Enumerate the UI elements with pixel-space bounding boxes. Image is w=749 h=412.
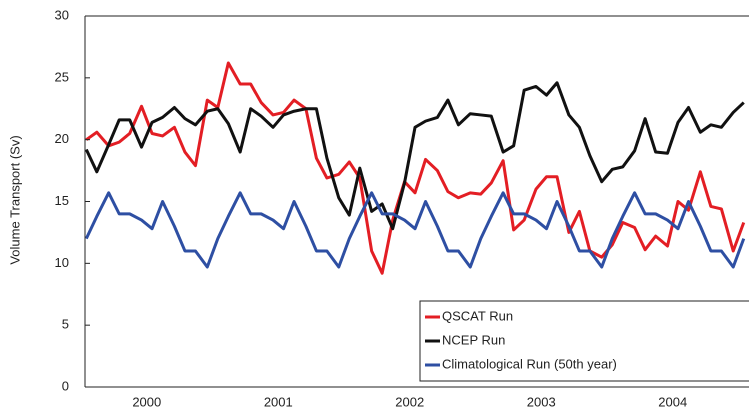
y-tick-label: 5 [62,317,69,332]
y-tick-label: 0 [62,378,69,393]
x-tick-label: 2001 [264,394,293,409]
y-tick-label: 25 [55,69,69,84]
x-tick-label: 2000 [132,394,161,409]
y-tick-label: 30 [55,7,69,22]
y-tick-label: 15 [55,193,69,208]
y-tick-label: 20 [55,131,69,146]
y-axis-label: Volume Transport (Sv) [7,135,22,264]
x-tick-label: 2004 [658,394,687,409]
legend-label: NCEP Run [442,332,505,347]
x-tick-label: 2003 [527,394,556,409]
legend-box [419,300,749,382]
series-line [85,81,745,231]
plot-area [85,61,746,275]
x-tick-label: 2002 [395,394,424,409]
series-line [85,61,746,275]
series-line [85,191,746,269]
legend-label: QSCAT Run [442,308,513,323]
legend-label: Climatological Run (50th year) [442,356,617,371]
y-tick-label: 10 [55,255,69,270]
